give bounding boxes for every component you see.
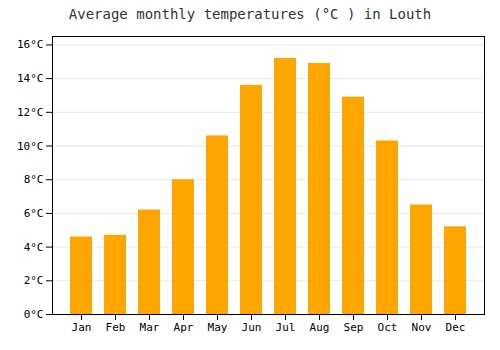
svg-text:Feb: Feb: [106, 321, 126, 334]
svg-text:12°C: 12°C: [17, 106, 44, 119]
svg-text:Dec: Dec: [446, 321, 466, 334]
svg-text:Oct: Oct: [378, 321, 398, 334]
svg-text:4°C: 4°C: [24, 241, 44, 254]
svg-text:8°C: 8°C: [24, 173, 44, 186]
svg-text:May: May: [208, 321, 228, 334]
svg-text:10°C: 10°C: [17, 140, 44, 153]
html-text:Average monthly temperatures (: Average monthly temperatures (°C ) in Lo…: [68, 6, 432, 22]
svg-text:6°C: 6°C: [24, 207, 44, 220]
svg-text:Jan: Jan: [72, 321, 92, 334]
svg-text:Nov: Nov: [412, 321, 432, 334]
svg-text:2°C: 2°C: [24, 274, 44, 287]
svg-text:Sep: Sep: [344, 321, 364, 334]
svg-text:0°C: 0°C: [24, 308, 44, 321]
svg-text:Jul: Jul: [276, 321, 296, 334]
svg-text:Mar: Mar: [140, 321, 160, 334]
svg-text:16°C: 16°C: [17, 38, 44, 51]
svg-text:Apr: Apr: [174, 321, 194, 334]
svg-text:Aug: Aug: [310, 321, 330, 334]
svg-text:Jun: Jun: [242, 321, 262, 334]
svg-text:14°C: 14°C: [17, 72, 44, 85]
